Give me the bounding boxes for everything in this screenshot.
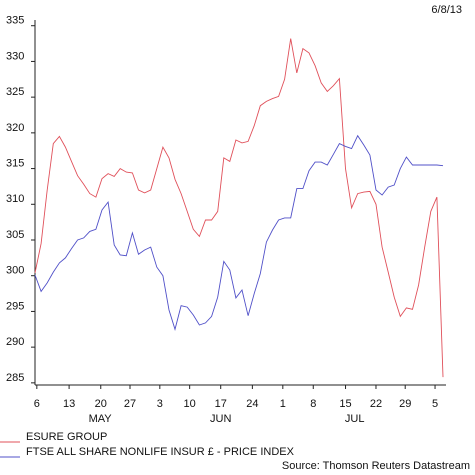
y-tick-label: 310 [6, 193, 24, 205]
x-tick-label: 8 [310, 398, 316, 410]
y-tick-label: 290 [6, 336, 24, 348]
month-label: MAY [89, 413, 113, 425]
x-tick-label: 17 [215, 398, 227, 410]
x-tick-label: 13 [63, 398, 75, 410]
x-tick-label: 15 [339, 398, 351, 410]
legend-label: ESURE GROUP [26, 431, 107, 443]
x-tick-label: 3 [157, 398, 163, 410]
legend-label: FTSE ALL SHARE NONLIFE INSUR £ - PRICE I… [26, 446, 295, 458]
date: 6/8/13 [431, 4, 462, 16]
x-tick-label: 29 [399, 398, 411, 410]
x-tick-label: 6 [34, 398, 40, 410]
x-tick-label: 5 [432, 398, 438, 410]
x-tick-label: 1 [280, 398, 286, 410]
y-tick-label: 315 [6, 157, 24, 169]
x-tick-label: 10 [184, 398, 196, 410]
x-tick-label: 22 [370, 398, 382, 410]
y-tick-label: 285 [6, 372, 24, 384]
x-tick-label: 27 [124, 398, 136, 410]
y-tick-label: 300 [6, 265, 24, 277]
y-tick-label: 295 [6, 300, 24, 312]
series-line [34, 38, 444, 378]
month-label: JUL [345, 413, 365, 425]
y-tick-label: 320 [6, 122, 24, 134]
y-tick-label: 335 [6, 15, 24, 27]
y-tick-label: 330 [6, 50, 24, 62]
month-label: JUN [210, 413, 231, 425]
series-line [34, 134, 444, 331]
x-tick-label: 20 [95, 398, 107, 410]
y-tick-label: 305 [6, 229, 24, 241]
source: Source: Thomson Reuters Datastream [282, 460, 470, 472]
y-tick-label: 325 [6, 86, 24, 98]
x-tick-label: 24 [246, 398, 258, 410]
